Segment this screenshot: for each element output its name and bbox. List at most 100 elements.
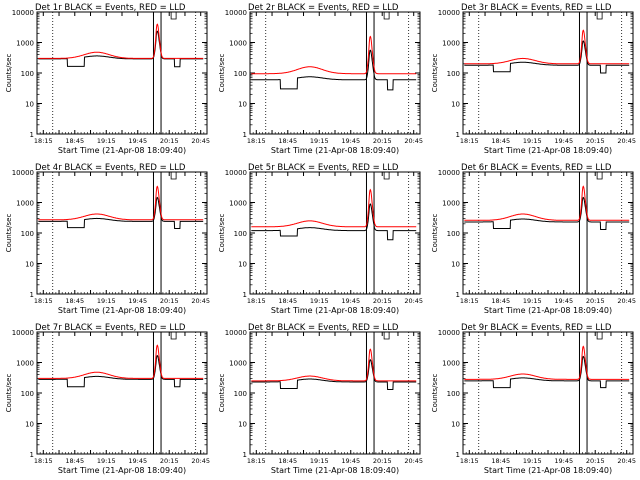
y-tick-label: 100 (234, 70, 247, 78)
x-tick-label: 18:45 (65, 457, 84, 465)
events-rate-line (464, 40, 630, 74)
x-tick-label: 19:45 (554, 457, 573, 465)
x-tick-label: 19:45 (341, 137, 360, 145)
y-tick-label: 10 (238, 421, 247, 429)
y-tick-label: 1000 (16, 40, 34, 48)
panel-title: Det 8r BLACK = Events, RED = LLD (248, 323, 399, 333)
panel-det-7r: Det 7r BLACK = Events, RED = LLD Counts/s… (5, 323, 210, 475)
x-tick-label: 20:15 (373, 137, 392, 145)
panel-title: Det 1r BLACK = Events, RED = LLD (35, 3, 186, 13)
y-tick-label: 10000 (12, 169, 34, 177)
lld-rate-line (464, 29, 630, 65)
x-axis-label: Start Time (21-Apr-08 18:09:40) (58, 466, 186, 475)
x-tick-label: 18:15 (460, 297, 479, 305)
plot-frame (249, 331, 421, 455)
x-tick-label: 20:45 (617, 457, 636, 465)
y-tick-label: 10000 (225, 9, 247, 17)
y-tick-label: 1000 (229, 40, 247, 48)
y-tick-label: 100 (447, 230, 460, 238)
x-tick-label: 20:45 (404, 457, 423, 465)
events-rate-line (464, 196, 630, 230)
y-tick-label: 100 (21, 70, 34, 78)
panel-title: Det 2r BLACK = Events, RED = LLD (248, 3, 399, 13)
x-tick-label: 20:15 (586, 297, 605, 305)
lld-rate-line (251, 348, 417, 382)
panel-title: Det 9r BLACK = Events, RED = LLD (461, 323, 612, 333)
panel-det-4r: Det 4r BLACK = Events, RED = LLD Counts/s… (5, 163, 210, 315)
x-tick-label: 20:45 (404, 137, 423, 145)
panel-det-1r: Det 1r BLACK = Events, RED = LLD Counts/s… (5, 3, 210, 155)
y-tick-label: 100 (21, 230, 34, 238)
x-tick-label: 18:45 (278, 297, 297, 305)
y-tick-label: 100 (234, 230, 247, 238)
y-tick-label: 10 (451, 261, 460, 269)
y-tick-label: 10000 (225, 329, 247, 337)
x-tick-label: 19:45 (128, 297, 147, 305)
y-tick-label: 1000 (229, 200, 247, 208)
events-rate-line (251, 358, 417, 390)
x-tick-label: 19:45 (554, 297, 573, 305)
x-tick-label: 19:45 (341, 457, 360, 465)
y-tick-label: 1 (243, 291, 247, 299)
x-tick-label: 19:45 (554, 137, 573, 145)
events-rate-line (251, 203, 417, 241)
x-axis-label: Start Time (21-Apr-08 18:09:40) (484, 466, 612, 475)
x-tick-label: 18:45 (65, 137, 84, 145)
x-tick-label: 20:15 (160, 457, 179, 465)
y-tick-label: 100 (447, 70, 460, 78)
y-axis-label: Counts/sec (218, 374, 226, 413)
x-tick-label: 19:15 (310, 137, 329, 145)
x-tick-label: 20:15 (160, 297, 179, 305)
panel-title: Det 5r BLACK = Events, RED = LLD (248, 163, 399, 173)
x-tick-label: 19:15 (310, 297, 329, 305)
x-tick-label: 18:15 (247, 297, 266, 305)
x-tick-label: 18:45 (65, 297, 84, 305)
x-tick-label: 20:15 (373, 297, 392, 305)
y-axis-label: Counts/sec (5, 54, 13, 93)
x-tick-label: 19:15 (523, 137, 542, 145)
y-tick-label: 100 (447, 390, 460, 398)
y-tick-label: 1 (30, 291, 34, 299)
y-tick-label: 1 (456, 291, 460, 299)
x-tick-label: 19:15 (97, 137, 116, 145)
x-tick-label: 18:15 (460, 137, 479, 145)
y-axis-label: Counts/sec (218, 214, 226, 253)
x-tick-label: 20:45 (617, 297, 636, 305)
y-tick-label: 1000 (16, 360, 34, 368)
x-tick-label: 19:45 (128, 137, 147, 145)
plot-frame (462, 331, 634, 455)
y-axis-label: Counts/sec (218, 54, 226, 93)
y-tick-label: 10 (451, 421, 460, 429)
y-tick-label: 1 (30, 451, 34, 459)
x-tick-label: 18:15 (247, 457, 266, 465)
y-tick-label: 10 (25, 101, 34, 109)
x-axis-label: Start Time (21-Apr-08 18:09:40) (58, 146, 186, 155)
lld-rate-line (251, 35, 417, 75)
x-axis-label: Start Time (21-Apr-08 18:09:40) (271, 466, 399, 475)
y-tick-label: 10 (238, 101, 247, 109)
y-tick-label: 1 (243, 131, 247, 139)
y-tick-label: 1000 (16, 200, 34, 208)
lld-rate-line (38, 344, 204, 379)
lld-rate-line (464, 345, 630, 380)
top-marker (170, 172, 177, 180)
panel-title: Det 7r BLACK = Events, RED = LLD (35, 323, 186, 333)
x-tick-label: 20:45 (191, 137, 210, 145)
panel-title: Det 3r BLACK = Events, RED = LLD (461, 3, 612, 13)
panel-det-9r: Det 9r BLACK = Events, RED = LLD Counts/s… (431, 323, 636, 475)
y-tick-label: 10000 (438, 329, 460, 337)
y-tick-label: 1000 (442, 200, 460, 208)
y-tick-label: 1 (30, 131, 34, 139)
x-tick-label: 18:15 (247, 137, 266, 145)
y-axis-label: Counts/sec (5, 374, 13, 413)
x-tick-label: 18:45 (278, 457, 297, 465)
y-tick-label: 10000 (12, 329, 34, 337)
top-marker (596, 12, 603, 20)
lld-rate-line (38, 185, 204, 221)
top-marker (170, 332, 177, 340)
x-tick-label: 18:15 (34, 137, 53, 145)
events-rate-line (38, 30, 204, 68)
top-marker (383, 172, 390, 180)
x-tick-label: 20:15 (160, 137, 179, 145)
